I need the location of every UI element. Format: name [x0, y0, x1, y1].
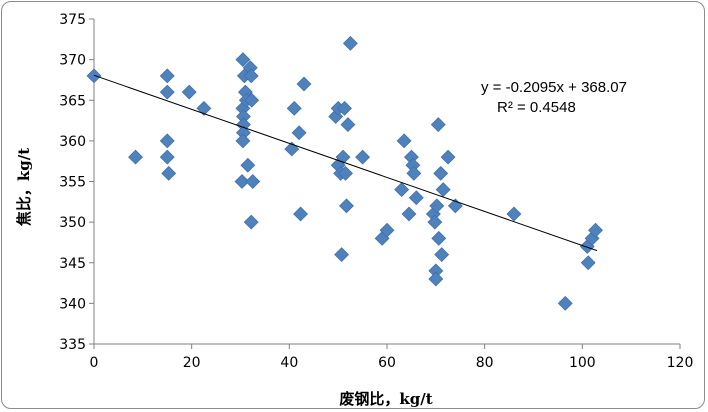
- data-point: [396, 133, 412, 149]
- data-point: [394, 182, 410, 198]
- data-point: [408, 190, 424, 206]
- x-tick-label: 0: [90, 355, 99, 371]
- y-tick-label: 375: [59, 12, 86, 28]
- data-point: [159, 68, 175, 84]
- y-tick-label: 345: [59, 256, 86, 272]
- y-tick-label: 335: [59, 337, 86, 353]
- data-point: [506, 206, 522, 222]
- data-point: [428, 271, 444, 287]
- y-tick-label: 355: [59, 175, 86, 191]
- data-point: [337, 100, 352, 116]
- data-point: [580, 255, 596, 271]
- data-points: [86, 35, 603, 311]
- data-point: [355, 149, 371, 165]
- data-point: [240, 157, 256, 173]
- data-point: [159, 84, 175, 100]
- data-point: [429, 198, 445, 214]
- y-tick-label: 340: [59, 296, 86, 312]
- data-point: [430, 117, 446, 133]
- data-point: [434, 247, 450, 263]
- data-point: [235, 52, 251, 68]
- x-tick-label: 120: [667, 355, 694, 371]
- data-point: [243, 68, 259, 84]
- data-point: [161, 165, 177, 181]
- tick-labels: 335 340 345 350 355 360 365 370 375 0 20 40 60 80 100 1…: [59, 12, 693, 371]
- x-tick-label: 80: [476, 355, 494, 371]
- data-point: [379, 222, 395, 238]
- x-tick-label: 60: [378, 355, 396, 371]
- data-point: [245, 174, 261, 189]
- data-point: [181, 84, 197, 100]
- data-point: [234, 174, 250, 189]
- data-point: [406, 165, 422, 181]
- data-point: [435, 182, 451, 198]
- chart-axes: [89, 18, 681, 349]
- data-point: [243, 214, 259, 230]
- data-point: [433, 165, 449, 181]
- data-point: [235, 133, 251, 149]
- data-point: [342, 35, 358, 51]
- x-tick-label: 20: [183, 355, 201, 371]
- data-point: [340, 117, 356, 133]
- trendline-r2: R² = 0.4548: [497, 99, 576, 116]
- data-point: [427, 214, 443, 230]
- data-point: [296, 76, 312, 92]
- data-point: [159, 149, 175, 165]
- data-point: [293, 206, 308, 222]
- y-tick-label: 365: [59, 93, 86, 109]
- x-axis-label: 废钢比，kg/t: [339, 390, 432, 408]
- data-point: [159, 133, 175, 149]
- data-point: [338, 165, 353, 181]
- data-point: [334, 247, 350, 263]
- data-point: [286, 100, 302, 116]
- data-point: [440, 149, 456, 165]
- data-point: [588, 222, 603, 238]
- data-point: [244, 92, 260, 108]
- trendline-equation: y = -0.2095x + 368.07: [481, 79, 627, 96]
- y-tick-label: 370: [59, 53, 86, 69]
- x-tick-label: 40: [280, 355, 298, 371]
- data-point: [401, 206, 417, 222]
- data-point: [557, 295, 573, 311]
- x-tick-label: 100: [569, 355, 596, 371]
- y-tick-label: 360: [59, 134, 86, 150]
- data-point: [86, 68, 102, 84]
- trendline: [93, 74, 598, 252]
- y-tick-label: 350: [59, 215, 86, 231]
- data-point: [128, 149, 143, 165]
- data-point: [431, 230, 447, 246]
- data-point: [339, 198, 354, 214]
- y-axis-label: 焦比，kg/t: [15, 148, 33, 227]
- data-point: [291, 125, 307, 141]
